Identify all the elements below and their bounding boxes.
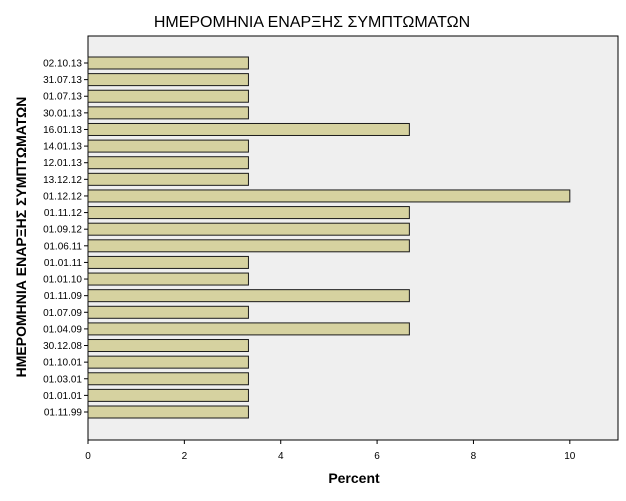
y-tick-label: 30.12.08 <box>43 341 82 352</box>
bar-01.11.09 <box>87 289 410 303</box>
y-axis-label: ΗΜΕΡΟΜΗΝΙΑ ΕΝΑΡΞΗΣ ΣΥΜΠΤΩΜΑΤΩΝ <box>13 97 29 378</box>
bar-01.01.01 <box>87 388 249 402</box>
y-tick-label: 01.10.01 <box>43 358 82 369</box>
y-tick-label: 01.12.12 <box>43 191 82 202</box>
y-tick-label: 12.01.13 <box>43 158 82 169</box>
y-tick-label: 01.11.99 <box>44 408 83 419</box>
y-tick-label: 01.11.12 <box>44 208 83 219</box>
bar-02.10.13 <box>87 56 249 70</box>
bar-01.10.01 <box>87 355 249 369</box>
y-tick-label: 31.07.13 <box>43 75 82 86</box>
bar-01.03.01 <box>87 372 249 386</box>
x-tick-label: 6 <box>374 451 380 462</box>
x-axis: 0 2 4 6 8 10 <box>85 440 576 462</box>
bar-01.11.99 <box>87 405 249 419</box>
y-tick-label: 01.03.01 <box>43 374 82 385</box>
x-axis-label: Percent <box>328 470 380 486</box>
bar-01.07.13 <box>87 89 249 103</box>
y-tick-label: 16.01.13 <box>43 125 82 136</box>
bar-01.01.10 <box>87 272 249 286</box>
bar-13.12.12 <box>87 172 249 186</box>
bar-30.01.13 <box>87 106 249 120</box>
bar-12.01.13 <box>87 156 249 170</box>
y-tick-label: 01.09.12 <box>43 225 82 236</box>
bar-30.12.08 <box>87 339 249 353</box>
y-tick-label: 01.01.11 <box>44 258 83 269</box>
y-tick-label: 01.07.09 <box>43 308 82 319</box>
bar-14.01.13 <box>87 139 249 153</box>
bar-01.04.09 <box>87 322 410 336</box>
x-tick-label: 0 <box>85 451 91 462</box>
bar-31.07.13 <box>87 73 249 87</box>
bar-01.01.11 <box>87 255 249 269</box>
bar-01.12.12 <box>87 189 571 203</box>
y-tick-label: 01.07.13 <box>43 92 82 103</box>
bar-01.06.11 <box>87 239 410 253</box>
y-tick-label: 01.01.01 <box>43 391 82 402</box>
x-tick-label: 10 <box>564 451 576 462</box>
x-tick-label: 4 <box>278 451 284 462</box>
y-axis: 02.10.13 31.07.13 01.07.13 30.01.13 16.01.13… <box>43 59 88 419</box>
y-tick-label: 14.01.13 <box>43 142 82 153</box>
y-tick-label: 01.11.09 <box>44 291 83 302</box>
y-tick-label: 01.06.11 <box>44 241 83 252</box>
bar-01.07.09 <box>87 305 249 319</box>
x-tick-label: 8 <box>471 451 477 462</box>
y-tick-label: 30.01.13 <box>43 108 82 119</box>
bars-group <box>87 56 571 419</box>
y-tick-label: 01.01.10 <box>43 275 82 286</box>
y-tick-label: 13.12.12 <box>43 175 82 186</box>
bar-16.01.13 <box>87 122 410 136</box>
bar-01.09.12 <box>87 222 410 236</box>
chart-title: ΗΜΕΡΟΜΗΝΙΑ ΕΝΑΡΞΗΣ ΣΥΜΠΤΩΜΑΤΩΝ <box>154 14 470 31</box>
bar-01.11.12 <box>87 206 410 220</box>
y-tick-label: 01.04.09 <box>43 324 82 335</box>
y-tick-label: 02.10.13 <box>43 59 82 70</box>
x-tick-label: 2 <box>182 451 188 462</box>
